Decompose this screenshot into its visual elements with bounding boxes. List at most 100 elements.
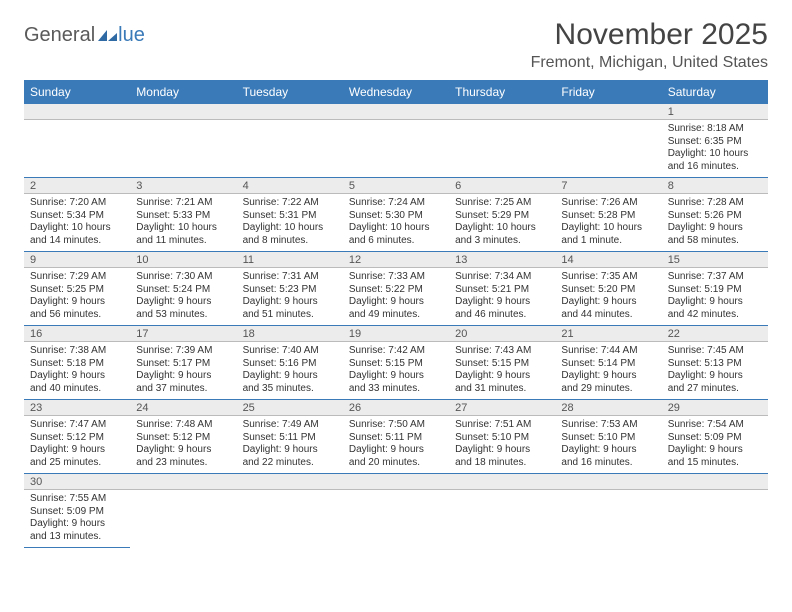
day-sr: Sunrise: 7:53 AM: [561, 419, 655, 432]
day-d2: and 11 minutes.: [136, 235, 230, 248]
day-d1: Daylight: 9 hours: [136, 296, 230, 309]
week-daynum-row: 30: [24, 474, 768, 490]
day-number-cell: 15: [662, 252, 768, 268]
day-d2: and 37 minutes.: [136, 383, 230, 396]
day-sr: Sunrise: 7:55 AM: [30, 493, 124, 506]
day-number-cell: 8: [662, 178, 768, 194]
day-cell: [343, 490, 449, 548]
day-cell: [555, 490, 661, 548]
day-ss: Sunset: 5:25 PM: [30, 284, 124, 297]
day-d1: Daylight: 9 hours: [136, 370, 230, 383]
day-cell: Sunrise: 7:26 AMSunset: 5:28 PMDaylight:…: [555, 194, 661, 252]
day-ss: Sunset: 5:30 PM: [349, 210, 443, 223]
day-ss: Sunset: 5:21 PM: [455, 284, 549, 297]
day-header-saturday: Saturday: [662, 80, 768, 104]
day-ss: Sunset: 5:09 PM: [30, 506, 124, 519]
day-cell: Sunrise: 7:55 AMSunset: 5:09 PMDaylight:…: [24, 490, 130, 548]
week-daynum-row: 2345678: [24, 178, 768, 194]
day-d1: Daylight: 9 hours: [668, 444, 762, 457]
logo-text-general: General: [24, 24, 95, 47]
day-d2: and 35 minutes.: [243, 383, 337, 396]
week-daynum-row: 1: [24, 104, 768, 120]
day-d2: and 14 minutes.: [30, 235, 124, 248]
day-d2: and 29 minutes.: [561, 383, 655, 396]
day-cell: Sunrise: 7:20 AMSunset: 5:34 PMDaylight:…: [24, 194, 130, 252]
day-number-cell: [449, 474, 555, 490]
day-cell: [343, 120, 449, 178]
day-d2: and 27 minutes.: [668, 383, 762, 396]
day-d1: Daylight: 9 hours: [30, 518, 124, 531]
day-d1: Daylight: 9 hours: [668, 296, 762, 309]
day-number-cell: 12: [343, 252, 449, 268]
day-d2: and 23 minutes.: [136, 457, 230, 470]
day-ss: Sunset: 5:12 PM: [30, 432, 124, 445]
day-d2: and 46 minutes.: [455, 309, 549, 322]
day-header-monday: Monday: [130, 80, 236, 104]
day-ss: Sunset: 5:24 PM: [136, 284, 230, 297]
day-number-cell: 19: [343, 326, 449, 342]
day-sr: Sunrise: 7:35 AM: [561, 271, 655, 284]
day-cell: Sunrise: 7:37 AMSunset: 5:19 PMDaylight:…: [662, 268, 768, 326]
day-d1: Daylight: 10 hours: [349, 222, 443, 235]
day-sr: Sunrise: 7:42 AM: [349, 345, 443, 358]
day-number-cell: 3: [130, 178, 236, 194]
day-ss: Sunset: 5:19 PM: [668, 284, 762, 297]
week-content-row: Sunrise: 7:20 AMSunset: 5:34 PMDaylight:…: [24, 194, 768, 252]
day-sr: Sunrise: 7:25 AM: [455, 197, 549, 210]
day-d2: and 16 minutes.: [668, 161, 762, 174]
day-number-cell: 23: [24, 400, 130, 416]
day-d1: Daylight: 9 hours: [243, 296, 337, 309]
week-daynum-row: 23242526272829: [24, 400, 768, 416]
day-header-friday: Friday: [555, 80, 661, 104]
day-d1: Daylight: 9 hours: [136, 444, 230, 457]
day-cell: Sunrise: 7:21 AMSunset: 5:33 PMDaylight:…: [130, 194, 236, 252]
day-cell: [555, 120, 661, 178]
day-sr: Sunrise: 7:24 AM: [349, 197, 443, 210]
day-d1: Daylight: 10 hours: [455, 222, 549, 235]
day-header-thursday: Thursday: [449, 80, 555, 104]
day-number-cell: 20: [449, 326, 555, 342]
day-number-cell: 17: [130, 326, 236, 342]
day-sr: Sunrise: 7:48 AM: [136, 419, 230, 432]
day-cell: [24, 120, 130, 178]
day-number-cell: 10: [130, 252, 236, 268]
day-d2: and 49 minutes.: [349, 309, 443, 322]
location: Fremont, Michigan, United States: [531, 54, 768, 72]
logo: General lue: [24, 24, 145, 47]
day-d1: Daylight: 9 hours: [561, 296, 655, 309]
day-cell: Sunrise: 7:22 AMSunset: 5:31 PMDaylight:…: [237, 194, 343, 252]
day-ss: Sunset: 5:17 PM: [136, 358, 230, 371]
day-d2: and 40 minutes.: [30, 383, 124, 396]
day-sr: Sunrise: 7:28 AM: [668, 197, 762, 210]
day-number-cell: 16: [24, 326, 130, 342]
day-ss: Sunset: 5:18 PM: [30, 358, 124, 371]
day-ss: Sunset: 5:29 PM: [455, 210, 549, 223]
day-cell: Sunrise: 7:34 AMSunset: 5:21 PMDaylight:…: [449, 268, 555, 326]
day-cell: Sunrise: 7:30 AMSunset: 5:24 PMDaylight:…: [130, 268, 236, 326]
day-cell: [449, 120, 555, 178]
day-number-cell: 22: [662, 326, 768, 342]
day-number-cell: [237, 474, 343, 490]
day-d1: Daylight: 9 hours: [30, 296, 124, 309]
day-cell: Sunrise: 7:33 AMSunset: 5:22 PMDaylight:…: [343, 268, 449, 326]
week-daynum-row: 9101112131415: [24, 252, 768, 268]
day-number-cell: 24: [130, 400, 236, 416]
day-d2: and 44 minutes.: [561, 309, 655, 322]
day-sr: Sunrise: 7:29 AM: [30, 271, 124, 284]
day-header-wednesday: Wednesday: [343, 80, 449, 104]
day-number-cell: 1: [662, 104, 768, 120]
day-cell: Sunrise: 7:53 AMSunset: 5:10 PMDaylight:…: [555, 416, 661, 474]
day-number-cell: 5: [343, 178, 449, 194]
day-d2: and 18 minutes.: [455, 457, 549, 470]
day-header-sunday: Sunday: [24, 80, 130, 104]
day-ss: Sunset: 5:12 PM: [136, 432, 230, 445]
day-ss: Sunset: 5:16 PM: [243, 358, 337, 371]
day-number-cell: [343, 104, 449, 120]
day-d2: and 13 minutes.: [30, 531, 124, 544]
day-cell: Sunrise: 7:49 AMSunset: 5:11 PMDaylight:…: [237, 416, 343, 474]
day-d2: and 20 minutes.: [349, 457, 443, 470]
day-d1: Daylight: 10 hours: [30, 222, 124, 235]
day-number-cell: 25: [237, 400, 343, 416]
day-ss: Sunset: 5:26 PM: [668, 210, 762, 223]
day-d1: Daylight: 10 hours: [668, 148, 762, 161]
